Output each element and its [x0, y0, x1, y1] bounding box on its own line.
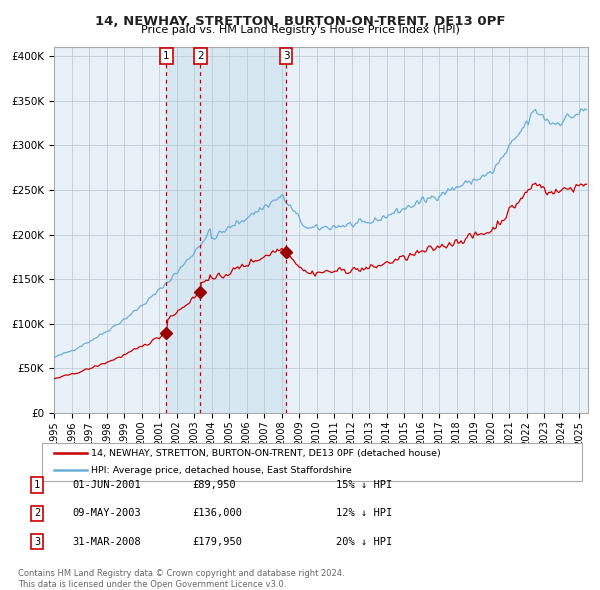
Text: 2: 2 [34, 509, 40, 518]
Text: HPI: Average price, detached house, East Staffordshire: HPI: Average price, detached house, East… [91, 466, 352, 474]
Text: 1: 1 [163, 51, 170, 61]
Text: £179,950: £179,950 [192, 537, 242, 546]
Text: 31-MAR-2008: 31-MAR-2008 [72, 537, 141, 546]
Text: 3: 3 [34, 537, 40, 546]
Text: 09-MAY-2003: 09-MAY-2003 [72, 509, 141, 518]
Text: 15% ↓ HPI: 15% ↓ HPI [336, 480, 392, 490]
Text: £136,000: £136,000 [192, 509, 242, 518]
Text: Price paid vs. HM Land Registry's House Price Index (HPI): Price paid vs. HM Land Registry's House … [140, 25, 460, 35]
Text: 14, NEWHAY, STRETTON, BURTON-ON-TRENT, DE13 0PF (detached house): 14, NEWHAY, STRETTON, BURTON-ON-TRENT, D… [91, 449, 441, 458]
Text: 14, NEWHAY, STRETTON, BURTON-ON-TRENT, DE13 0PF: 14, NEWHAY, STRETTON, BURTON-ON-TRENT, D… [95, 15, 505, 28]
Text: Contains HM Land Registry data © Crown copyright and database right 2024.
This d: Contains HM Land Registry data © Crown c… [18, 569, 344, 589]
Text: 2: 2 [197, 51, 204, 61]
Text: 12% ↓ HPI: 12% ↓ HPI [336, 509, 392, 518]
Text: 01-JUN-2001: 01-JUN-2001 [72, 480, 141, 490]
Text: 1: 1 [34, 480, 40, 490]
Text: £89,950: £89,950 [192, 480, 236, 490]
Bar [166, 47, 200, 413]
Text: 20% ↓ HPI: 20% ↓ HPI [336, 537, 392, 546]
Text: 3: 3 [283, 51, 289, 61]
Bar [200, 47, 286, 413]
